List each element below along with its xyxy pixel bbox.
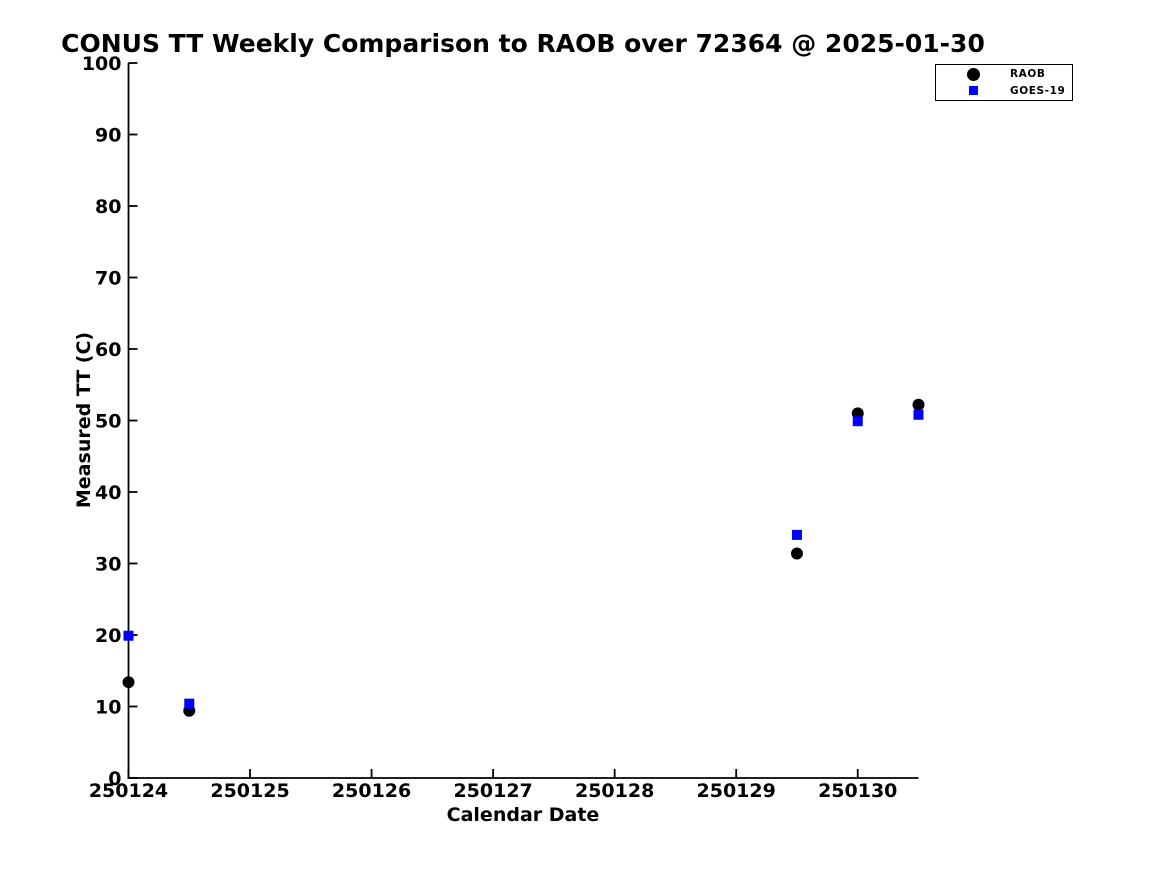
legend-marker-cell <box>936 67 1010 81</box>
y-tick-label: 30 <box>95 554 121 576</box>
y-tick-label: 20 <box>95 625 121 647</box>
chart-title: CONUS TT Weekly Comparison to RAOB over … <box>61 29 985 58</box>
x-tick-label: 250127 <box>453 780 532 802</box>
legend: RAOB GOES-19 <box>935 64 1073 101</box>
legend-marker-cell <box>936 86 1010 96</box>
raob-point <box>790 547 803 560</box>
x-tick-label: 250128 <box>575 780 654 802</box>
y-tick-label: 80 <box>95 196 121 218</box>
y-tick-label: 40 <box>95 482 121 504</box>
y-tick-label: 10 <box>95 697 121 719</box>
legend-item-raob: RAOB <box>936 67 1072 81</box>
y-tick-label: 70 <box>95 268 121 290</box>
legend-label-raob: RAOB <box>1010 68 1046 81</box>
goes-19-point <box>913 409 924 420</box>
y-tick-label: 60 <box>95 339 121 361</box>
goes-19-point <box>184 698 195 709</box>
x-tick-label: 250130 <box>818 780 897 802</box>
y-tick-label: 90 <box>95 125 121 147</box>
raob-point <box>122 676 135 689</box>
y-tick-label: 50 <box>95 411 121 433</box>
legend-label-goes19: GOES-19 <box>1010 84 1066 97</box>
x-tick-label: 250125 <box>210 780 289 802</box>
raob-circle-marker-icon <box>966 67 980 81</box>
x-tick-label: 250129 <box>697 780 776 802</box>
goes-19-point <box>852 416 863 427</box>
raob-point <box>912 398 925 411</box>
goes-19-point <box>123 630 134 641</box>
goes-19-point <box>791 529 802 540</box>
y-tick-label: 100 <box>82 53 122 75</box>
goes19-square-marker-icon <box>968 86 978 96</box>
legend-item-goes19: GOES-19 <box>936 84 1072 98</box>
x-axis-label: Calendar Date <box>446 804 600 826</box>
x-tick-label: 250126 <box>332 780 411 802</box>
y-tick-label: 0 <box>108 768 121 790</box>
x-tick-label: 250124 <box>89 780 168 802</box>
